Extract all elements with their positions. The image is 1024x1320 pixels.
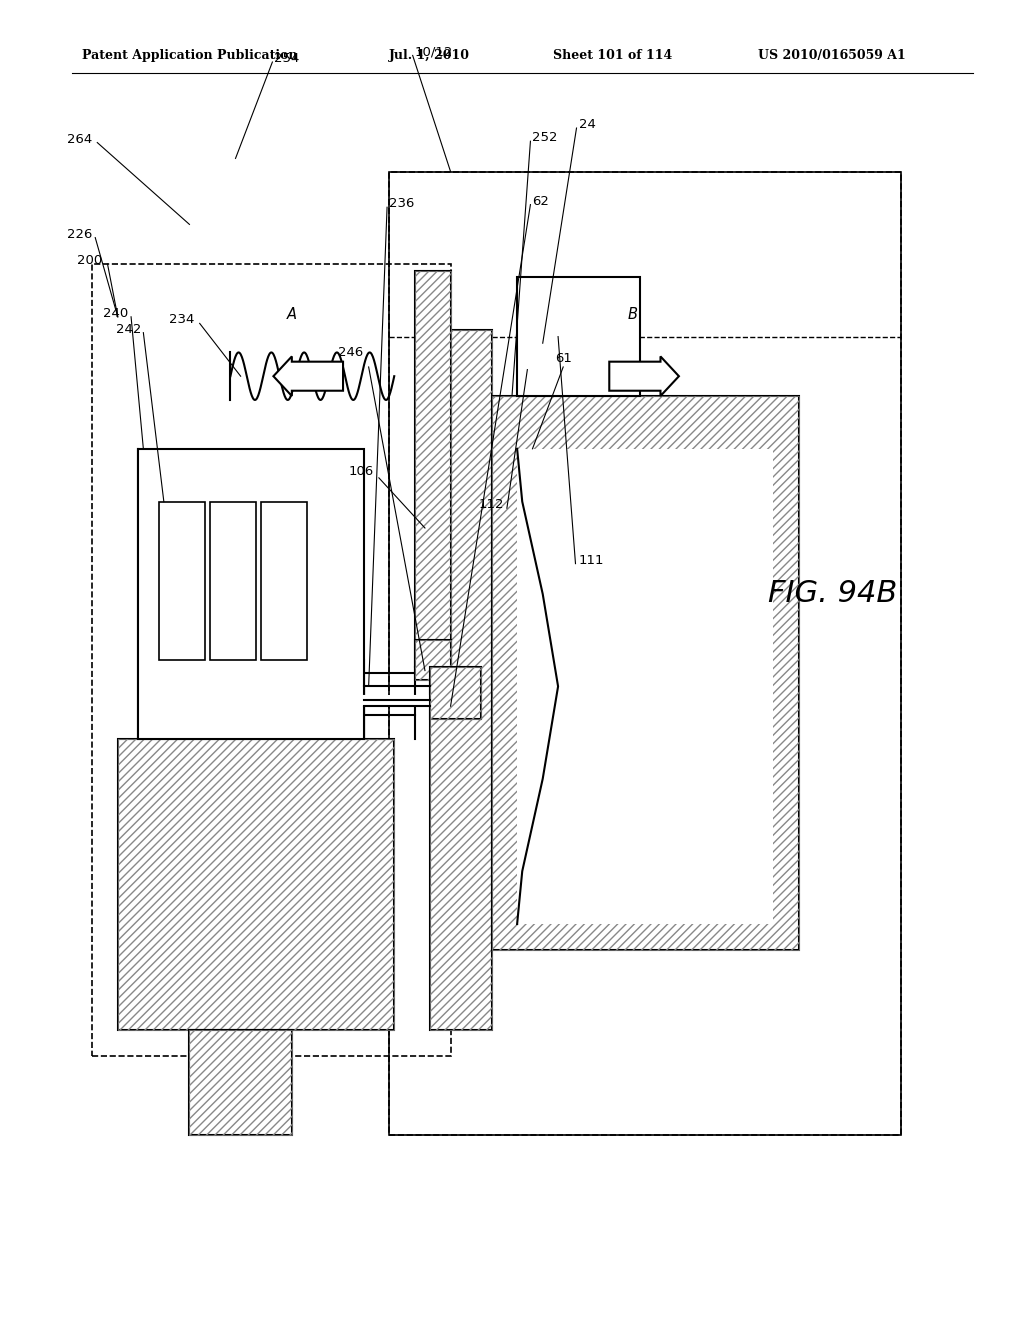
Bar: [492, 396, 799, 950]
Text: 240: 240: [102, 306, 128, 319]
Bar: [261, 502, 307, 660]
Bar: [138, 449, 364, 739]
Text: 264: 264: [67, 132, 92, 145]
Bar: [159, 502, 205, 660]
Bar: [430, 330, 492, 1030]
Text: 61: 61: [555, 351, 571, 364]
Text: 200: 200: [77, 253, 102, 267]
Text: 246: 246: [338, 346, 364, 359]
Bar: [189, 1030, 292, 1135]
Bar: [430, 667, 481, 719]
Bar: [389, 172, 901, 1135]
Text: 242: 242: [116, 322, 141, 335]
Bar: [189, 1030, 292, 1135]
Text: Jul. 1, 2010: Jul. 1, 2010: [389, 49, 470, 62]
Bar: [118, 739, 394, 1030]
Text: B: B: [628, 308, 638, 322]
Text: 226: 226: [67, 227, 92, 240]
Bar: [492, 396, 799, 950]
Text: 254: 254: [274, 51, 300, 65]
Bar: [118, 739, 394, 1030]
Bar: [415, 271, 451, 667]
Text: 252: 252: [532, 131, 558, 144]
Text: US 2010/0165059 A1: US 2010/0165059 A1: [758, 49, 905, 62]
Bar: [415, 271, 451, 667]
Bar: [430, 667, 481, 719]
Bar: [517, 449, 773, 924]
Bar: [415, 640, 451, 680]
Text: 234: 234: [169, 313, 195, 326]
FancyArrow shape: [609, 356, 679, 396]
Bar: [210, 502, 256, 660]
Text: 24: 24: [579, 117, 595, 131]
Text: FIG. 94B: FIG. 94B: [768, 579, 897, 609]
Text: Patent Application Publication: Patent Application Publication: [82, 49, 297, 62]
Bar: [415, 640, 451, 680]
Text: 62: 62: [532, 194, 549, 207]
Text: 10/12: 10/12: [415, 45, 453, 58]
Text: 112: 112: [478, 498, 504, 511]
Text: A: A: [287, 308, 297, 322]
Bar: [517, 277, 640, 396]
Text: 236: 236: [389, 197, 415, 210]
Text: 106: 106: [348, 465, 374, 478]
Text: 111: 111: [579, 553, 604, 566]
Bar: [430, 330, 492, 1030]
Text: Sheet 101 of 114: Sheet 101 of 114: [553, 49, 672, 62]
FancyArrow shape: [273, 356, 343, 396]
